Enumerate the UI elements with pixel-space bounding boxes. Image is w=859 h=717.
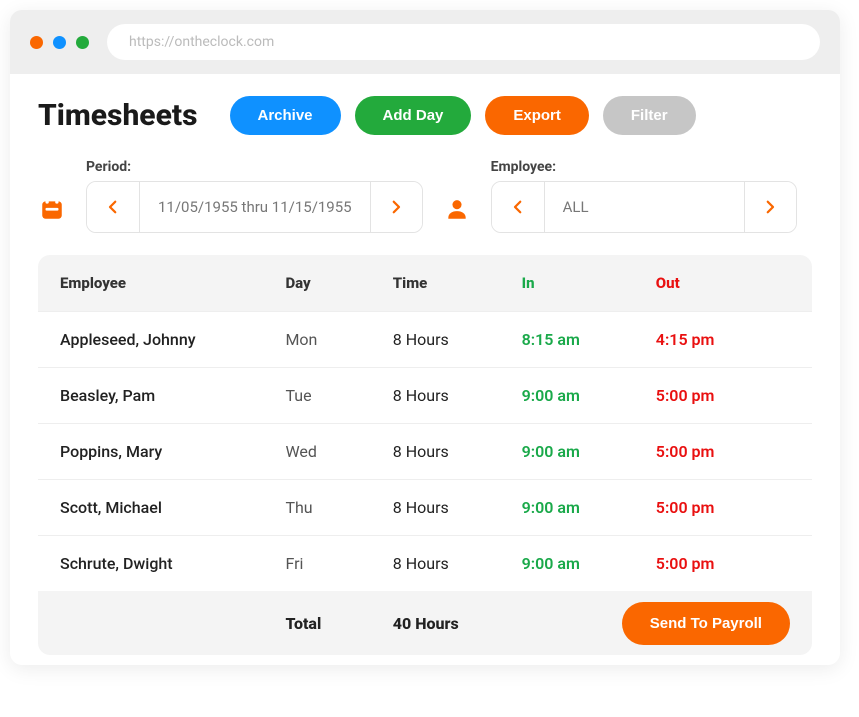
browser-titlebar: https://ontheclock.com (10, 10, 840, 74)
add-day-button[interactable]: Add Day (355, 96, 472, 135)
table-row[interactable]: Beasley, PamTue8 Hours9:00 am5:00 pm (38, 367, 812, 423)
filter-button[interactable]: Filter (603, 96, 696, 135)
app-window: https://ontheclock.com Timesheets Archiv… (10, 10, 840, 665)
col-in: In (522, 274, 656, 292)
timesheet-table: Employee Day Time In Out Appleseed, John… (38, 255, 812, 655)
calendar-icon (38, 195, 66, 223)
period-prev-button[interactable] (87, 182, 139, 232)
cell-time: 8 Hours (393, 554, 522, 573)
table-row[interactable]: Poppins, MaryWed8 Hours9:00 am5:00 pm (38, 423, 812, 479)
cell-in: 9:00 am (522, 554, 656, 573)
table-body: Appleseed, JohnnyMon8 Hours8:15 am4:15 p… (38, 311, 812, 591)
period-label: Period: (86, 159, 423, 175)
cell-time: 8 Hours (393, 330, 522, 349)
total-value: 40 Hours (393, 614, 522, 633)
cell-day: Fri (285, 554, 392, 573)
chevron-right-icon (387, 198, 405, 216)
table-header: Employee Day Time In Out (38, 255, 812, 311)
table-footer: Total 40 Hours Send To Payroll (38, 591, 812, 655)
table-row[interactable]: Appleseed, JohnnyMon8 Hours8:15 am4:15 p… (38, 311, 812, 367)
cell-in: 8:15 am (522, 330, 656, 349)
cell-out: 5:00 pm (656, 386, 790, 405)
col-time: Time (393, 274, 522, 292)
period-value[interactable]: 11/05/1955 thru 11/15/1955 (139, 182, 370, 232)
send-to-payroll-button[interactable]: Send To Payroll (622, 602, 790, 645)
cell-employee: Poppins, Mary (60, 442, 285, 461)
cell-out: 5:00 pm (656, 498, 790, 517)
employee-filter: Employee: ALL (491, 159, 797, 233)
cell-day: Thu (285, 498, 392, 517)
export-button[interactable]: Export (485, 96, 589, 135)
chevron-right-icon (761, 198, 779, 216)
cell-time: 8 Hours (393, 386, 522, 405)
cell-employee: Beasley, Pam (60, 386, 285, 405)
page-title: Timesheets (38, 98, 198, 133)
filters-row: Period: 11/05/1955 thru 11/15/1955 Emplo… (38, 159, 812, 233)
dot-zoom-icon[interactable] (76, 36, 89, 49)
chevron-left-icon (509, 198, 527, 216)
employee-label: Employee: (491, 159, 797, 175)
cell-day: Tue (285, 386, 392, 405)
page-content: Timesheets Archive Add Day Export Filter… (10, 74, 840, 665)
employee-next-button[interactable] (744, 182, 796, 232)
employee-value[interactable]: ALL (544, 182, 744, 232)
cell-in: 9:00 am (522, 442, 656, 461)
col-day: Day (285, 274, 392, 292)
employee-selector: ALL (491, 181, 797, 233)
employee-prev-button[interactable] (492, 182, 544, 232)
archive-button[interactable]: Archive (230, 96, 341, 135)
cell-out: 5:00 pm (656, 554, 790, 573)
cell-time: 8 Hours (393, 442, 522, 461)
cell-in: 9:00 am (522, 498, 656, 517)
cell-time: 8 Hours (393, 498, 522, 517)
dot-close-icon[interactable] (30, 36, 43, 49)
cell-day: Mon (285, 330, 392, 349)
cell-employee: Schrute, Dwight (60, 554, 285, 573)
person-icon (443, 195, 471, 223)
period-filter: Period: 11/05/1955 thru 11/15/1955 (86, 159, 423, 233)
cell-in: 9:00 am (522, 386, 656, 405)
window-dots (30, 36, 89, 49)
cell-out: 5:00 pm (656, 442, 790, 461)
period-selector: 11/05/1955 thru 11/15/1955 (86, 181, 423, 233)
url-bar[interactable]: https://ontheclock.com (107, 24, 820, 60)
table-row[interactable]: Schrute, DwightFri8 Hours9:00 am5:00 pm (38, 535, 812, 591)
cell-employee: Scott, Michael (60, 498, 285, 517)
total-label: Total (285, 614, 392, 633)
cell-employee: Appleseed, Johnny (60, 330, 285, 349)
cell-day: Wed (285, 442, 392, 461)
col-employee: Employee (60, 274, 285, 292)
chevron-left-icon (104, 198, 122, 216)
header-row: Timesheets Archive Add Day Export Filter (38, 96, 812, 135)
dot-minimize-icon[interactable] (53, 36, 66, 49)
period-next-button[interactable] (370, 182, 422, 232)
cell-out: 4:15 pm (656, 330, 790, 349)
col-out: Out (656, 274, 790, 292)
table-row[interactable]: Scott, MichaelThu8 Hours9:00 am5:00 pm (38, 479, 812, 535)
